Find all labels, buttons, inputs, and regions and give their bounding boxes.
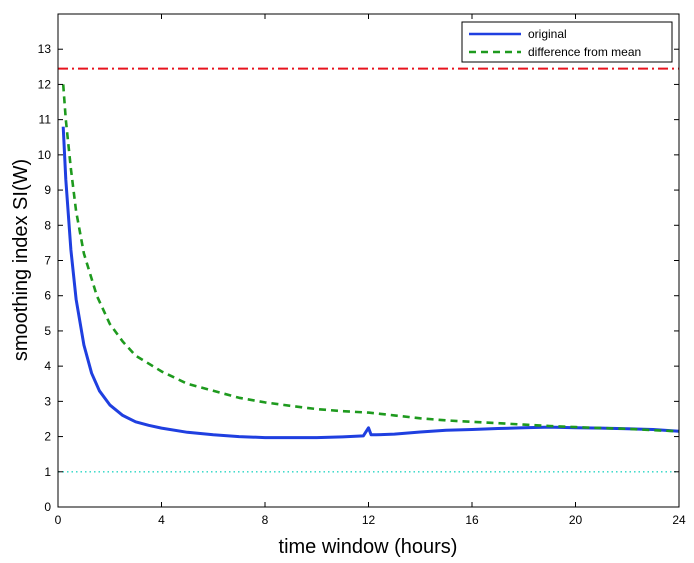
y-tick-label: 1: [44, 465, 51, 479]
y-tick-label: 7: [44, 254, 51, 268]
x-tick-label: 4: [158, 513, 165, 527]
legend-box: [461, 21, 673, 63]
legend: original difference from mean: [461, 21, 673, 63]
x-axis: 0 4 8 12 16 20 24: [55, 14, 686, 527]
y-tick-label: 0: [44, 500, 51, 514]
x-tick-label: 12: [362, 513, 376, 527]
legend-label-original: original: [528, 27, 567, 41]
series-layer: [61, 84, 680, 440]
x-tick-label: 24: [672, 513, 686, 527]
legend-label-difference-from-mean: difference from mean: [528, 45, 641, 59]
y-tick-label: 9: [44, 183, 51, 197]
y-tick-label: 13: [38, 42, 52, 56]
y-tick-label: 6: [44, 289, 51, 303]
series-line-difference-from-mean: [61, 84, 680, 433]
y-tick-label: 3: [44, 394, 51, 408]
y-tick-label: 12: [38, 77, 52, 91]
series-line-original: [61, 126, 680, 440]
y-tick-label: 4: [44, 359, 51, 373]
y-tick-label: 8: [44, 218, 51, 232]
y-axis-label: smoothing index SI(W): [10, 159, 32, 361]
plot-area: [58, 14, 679, 507]
y-tick-label: 10: [38, 148, 52, 162]
y-tick-label: 5: [44, 324, 51, 338]
x-tick-label: 16: [465, 513, 479, 527]
y-tick-label: 11: [39, 113, 52, 127]
x-axis-label: time window (hours): [279, 536, 458, 558]
reference-lines: [58, 67, 679, 473]
x-tick-label: 20: [569, 513, 583, 527]
x-tick-label: 0: [55, 513, 62, 527]
y-tick-label: 2: [44, 430, 51, 444]
x-tick-label: 8: [262, 513, 269, 527]
